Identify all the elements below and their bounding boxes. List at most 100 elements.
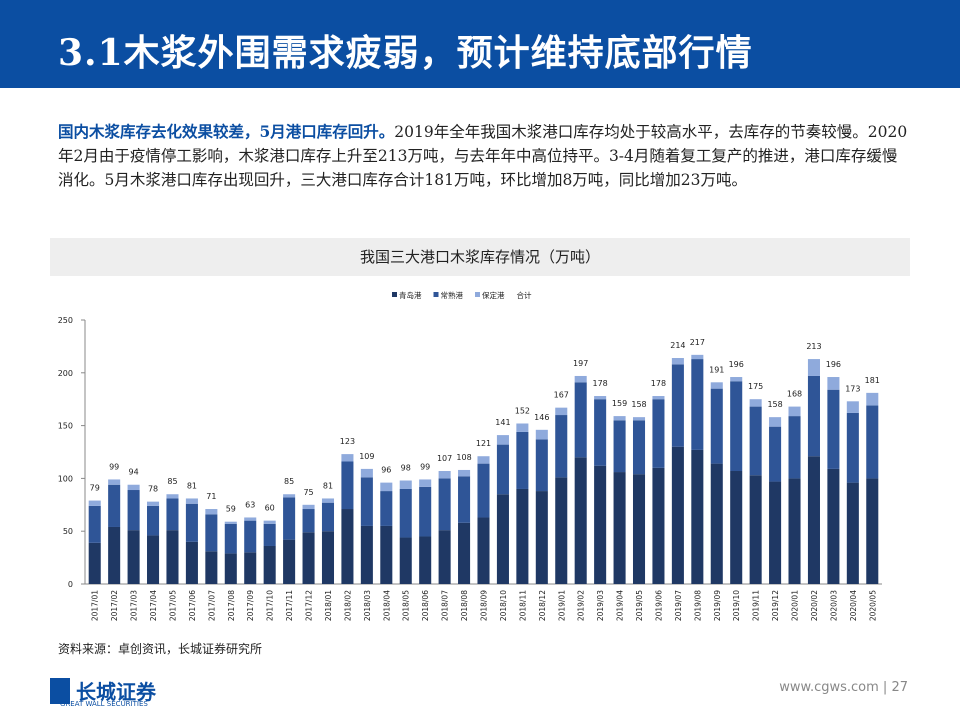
- bar-segment: [244, 517, 257, 521]
- paragraph: 国内木浆库存去化效果较差，5月港口库存回升。2019年全年我国木浆港口库存均处于…: [58, 120, 908, 192]
- bar-segment: [866, 392, 879, 406]
- bar-segment: [263, 545, 276, 584]
- bar-segment: [691, 359, 704, 450]
- bar-segment: [496, 444, 509, 495]
- bar-segment: [807, 375, 820, 457]
- y-tick-label: 200: [58, 369, 73, 378]
- total-label: 191: [709, 365, 724, 374]
- total-label: 121: [476, 439, 491, 448]
- x-tick-label: 2017/10: [266, 590, 275, 621]
- bar-segment: [516, 431, 529, 489]
- bar-segment: [438, 478, 451, 531]
- bar-segment: [769, 426, 782, 482]
- bar-segment: [691, 354, 704, 360]
- bar-segment: [516, 488, 529, 584]
- logo-icon: [50, 678, 70, 704]
- bar-segment: [147, 535, 160, 584]
- total-label: 108: [456, 453, 471, 462]
- bar-segment: [574, 382, 587, 458]
- bar-segment: [399, 480, 412, 489]
- bar-segment: [827, 377, 840, 390]
- y-tick-label: 0: [68, 580, 73, 589]
- bar-segment: [341, 509, 354, 584]
- bar-segment: [846, 482, 859, 584]
- total-label: 175: [748, 382, 763, 391]
- x-tick-label: 2018/02: [343, 590, 352, 621]
- bar-segment: [827, 468, 840, 584]
- x-tick-label: 2017/11: [285, 590, 294, 621]
- bar-segment: [380, 491, 393, 526]
- x-tick-label: 2019/11: [752, 590, 761, 621]
- x-tick-label: 2017/08: [227, 590, 236, 621]
- bar-segment: [613, 416, 626, 421]
- total-label: 158: [767, 400, 782, 409]
- total-label: 173: [845, 384, 860, 393]
- footer-meta: www.cgws.com | 27: [779, 680, 908, 695]
- footer: 长城证券 GREAT WALL SECURITIES www.cgws.com …: [0, 670, 960, 720]
- bar-segment: [399, 537, 412, 584]
- x-tick-label: 2019/01: [557, 590, 566, 621]
- x-tick-label: 2019/05: [635, 590, 644, 621]
- bar-segment: [458, 476, 471, 523]
- x-tick-label: 2017/07: [207, 590, 216, 621]
- bar-segment: [419, 479, 432, 487]
- bar-segment: [555, 407, 568, 416]
- bar-segment: [613, 420, 626, 473]
- total-label: 71: [206, 492, 216, 501]
- total-label: 75: [303, 488, 313, 497]
- bar-segment: [846, 401, 859, 413]
- x-tick-label: 2017/01: [91, 590, 100, 621]
- logo-en: GREAT WALL SECURITIES: [60, 700, 148, 708]
- x-tick-label: 2017/05: [168, 590, 177, 621]
- bar-segment: [594, 465, 607, 584]
- total-label: 217: [690, 338, 705, 347]
- bar-segment: [730, 471, 743, 584]
- bar-segment: [671, 358, 684, 365]
- total-label: 196: [826, 360, 841, 369]
- bar-segment: [419, 486, 432, 537]
- bar-segment: [535, 491, 548, 584]
- y-tick-label: 150: [58, 422, 73, 431]
- bar-segment: [652, 399, 665, 468]
- bar-segment: [380, 482, 393, 492]
- y-tick-label: 250: [58, 316, 73, 325]
- x-tick-label: 2019/09: [713, 590, 722, 621]
- bar-segment: [671, 364, 684, 447]
- bar-segment: [632, 417, 646, 421]
- bar-segment: [749, 399, 762, 407]
- bar-segment: [516, 423, 529, 432]
- total-label: 159: [612, 399, 627, 408]
- total-label: 94: [129, 468, 139, 477]
- total-label: 96: [381, 466, 391, 475]
- bar-segment: [594, 399, 607, 466]
- bar-segment: [710, 388, 723, 464]
- bar-segment: [88, 542, 101, 584]
- x-tick-label: 2019/07: [674, 590, 683, 621]
- bar-segment: [632, 420, 646, 475]
- legend-swatch: [433, 292, 439, 297]
- bar-segment: [224, 553, 237, 584]
- bar-segment: [166, 498, 179, 531]
- bar-segment: [477, 517, 490, 584]
- bar-segment: [147, 505, 160, 536]
- x-tick-label: 2019/03: [596, 590, 605, 621]
- total-label: 60: [265, 504, 275, 513]
- x-tick-label: 2018/12: [538, 590, 547, 621]
- bar-segment: [846, 412, 859, 483]
- bar-segment: [496, 494, 509, 584]
- bar-segment: [88, 500, 101, 506]
- total-label: 85: [284, 477, 294, 486]
- bar-segment: [730, 381, 743, 472]
- total-label: 178: [651, 379, 666, 388]
- bar-segment: [458, 469, 471, 477]
- bar-segment: [788, 406, 801, 417]
- total-label: 123: [340, 437, 355, 446]
- header: 3.1木浆外围需求疲弱，预计维持底部行情: [0, 0, 960, 88]
- x-tick-label: 2018/09: [480, 590, 489, 621]
- bar-segment: [827, 389, 840, 469]
- bar-segment: [127, 530, 140, 584]
- total-label: 196: [729, 360, 744, 369]
- bar-segment: [671, 446, 684, 584]
- bar-segment: [88, 505, 101, 543]
